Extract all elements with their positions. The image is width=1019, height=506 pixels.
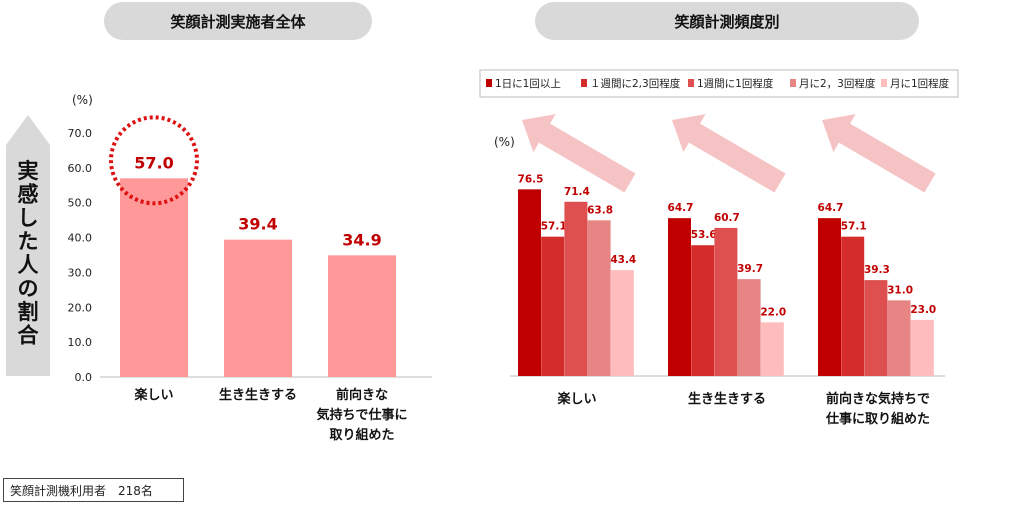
left-y-tick: 10.0 xyxy=(68,336,93,349)
right-unit-label: (%) xyxy=(494,135,515,149)
left-y-tick: 70.0 xyxy=(68,127,93,140)
left-unit-label: (%) xyxy=(72,93,93,107)
right-value-label: 39.7 xyxy=(737,263,763,275)
right-bar xyxy=(691,245,715,376)
left-bar xyxy=(120,178,188,377)
right-value-label: 71.4 xyxy=(564,186,590,198)
right-category-label: 仕事に取り組めた xyxy=(825,411,930,427)
right-bar xyxy=(587,220,611,376)
left-y-tick: 60.0 xyxy=(68,162,93,175)
side-arrow xyxy=(6,115,50,376)
left-y-tick: 20.0 xyxy=(68,301,93,314)
left-category-label: 前向きな xyxy=(336,387,388,403)
right-category-label: 楽しい xyxy=(556,391,596,407)
legend-swatch xyxy=(790,79,796,87)
trend-arrow xyxy=(822,114,936,193)
left-bar-chart: (%) 0.0 10.0 20.0 30.0 40.0 50.0 60.0 70.0 57.0 楽し… xyxy=(68,93,432,443)
right-value-label: 57.1 xyxy=(541,221,567,233)
left-category-label: 取り組めた xyxy=(329,427,394,443)
right-value-label: 57.1 xyxy=(841,221,867,233)
right-bar xyxy=(668,218,691,376)
right-chart-title: 笑顔計測頻度別 xyxy=(535,2,919,40)
right-bar xyxy=(760,322,784,376)
right-bar xyxy=(818,218,841,376)
right-bar xyxy=(541,236,565,376)
right-bar xyxy=(910,319,934,376)
left-y-tick: 50.0 xyxy=(68,197,93,210)
right-value-label: 39.3 xyxy=(864,264,890,276)
left-y-tick: 30.0 xyxy=(68,266,93,279)
trend-arrow xyxy=(672,114,786,193)
right-category-label: 前向きな気持ちで xyxy=(826,391,930,407)
right-bar xyxy=(737,279,761,376)
legend-label: 月に1回程度 xyxy=(890,77,950,90)
right-value-label: 64.7 xyxy=(668,202,694,214)
right-bar xyxy=(864,280,888,376)
right-value-label: 22.0 xyxy=(760,306,786,318)
right-legend: 1日に1回以上 １週間に2,3回程度 1週間に1回程度 月に2，3回程度 月に1回程度 xyxy=(479,69,959,98)
legend-label: 月に2，3回程度 xyxy=(799,77,876,90)
right-value-label: 63.8 xyxy=(587,204,613,216)
right-bar-chart: 1日に1回以上 １週間に2,3回程度 1週間に1回程度 月に2，3回程度 月に1回程度 (… xyxy=(479,69,959,427)
left-category-label: 楽しい xyxy=(133,387,173,403)
legend-swatch xyxy=(486,79,492,87)
side-label: 実感した人の割合 xyxy=(18,159,40,348)
legend-label: 1日に1回以上 xyxy=(495,78,561,90)
legend-swatch xyxy=(881,79,887,87)
legend-swatch xyxy=(688,79,694,87)
trend-arrow xyxy=(522,114,636,193)
left-value-label: 57.0 xyxy=(134,153,173,172)
right-value-label: 76.5 xyxy=(518,173,544,185)
left-bar xyxy=(328,255,396,377)
left-y-tick: 40.0 xyxy=(68,232,93,245)
right-value-label: 43.4 xyxy=(610,254,636,266)
right-category-label: 生き生きする xyxy=(688,391,766,407)
legend-box xyxy=(479,69,959,98)
right-value-label: 64.7 xyxy=(818,202,844,214)
right-value-label: 23.0 xyxy=(910,304,936,316)
left-category-label: 気持ちで仕事に xyxy=(316,407,407,423)
right-bar xyxy=(841,236,865,376)
left-chart-title: 笑顔計測実施者全体 xyxy=(104,2,372,40)
left-value-label: 39.4 xyxy=(238,215,277,234)
legend-label: １週間に2,3回程度 xyxy=(590,77,681,90)
right-value-label: 53.6 xyxy=(691,229,717,241)
right-bar xyxy=(518,189,541,376)
right-bar xyxy=(887,300,911,376)
right-bar xyxy=(610,270,634,376)
left-category-label: 生き生きする xyxy=(219,387,297,403)
right-value-label: 31.0 xyxy=(887,284,913,296)
legend-swatch xyxy=(581,79,587,87)
highlight-circle xyxy=(109,115,199,206)
left-y-tick: 0.0 xyxy=(75,371,93,384)
left-value-label: 34.9 xyxy=(342,230,381,249)
right-bar xyxy=(564,201,588,376)
sample-size-note: 笑顔計測機利用者 218名 xyxy=(3,478,184,502)
right-bar xyxy=(714,227,738,376)
right-value-label: 60.7 xyxy=(714,212,740,224)
legend-label: 1週間に1回程度 xyxy=(697,77,774,90)
left-bar xyxy=(224,239,292,377)
